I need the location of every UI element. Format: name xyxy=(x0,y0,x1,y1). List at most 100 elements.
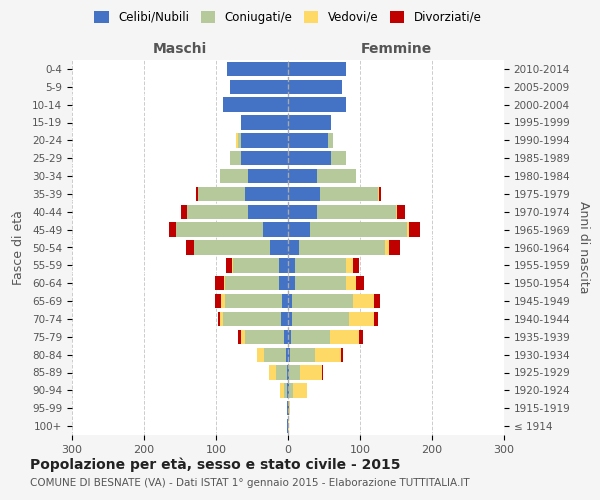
Bar xyxy=(280,383,284,398)
Bar xyxy=(385,240,389,254)
Bar xyxy=(288,62,346,76)
Bar xyxy=(248,169,288,183)
Text: Popolazione per età, sesso e stato civile - 2015: Popolazione per età, sesso e stato civil… xyxy=(30,458,401,472)
Bar xyxy=(288,294,292,308)
Bar xyxy=(220,312,223,326)
Bar xyxy=(317,169,356,183)
Bar xyxy=(288,401,289,415)
Bar xyxy=(290,348,316,362)
Bar xyxy=(224,276,226,290)
Legend: Celibi/Nubili, Coniugati/e, Vedovi/e, Divorziati/e: Celibi/Nubili, Coniugati/e, Vedovi/e, Di… xyxy=(89,6,487,28)
Bar xyxy=(288,276,295,290)
Bar xyxy=(287,383,288,398)
Bar xyxy=(320,187,378,201)
Bar xyxy=(215,276,224,290)
Bar xyxy=(241,116,288,130)
Bar xyxy=(233,258,280,272)
Y-axis label: Fasce di età: Fasce di età xyxy=(12,210,25,285)
Bar xyxy=(295,276,346,290)
Bar xyxy=(238,330,241,344)
Bar xyxy=(317,204,396,219)
Bar xyxy=(223,98,288,112)
Bar xyxy=(353,258,359,272)
Bar xyxy=(409,222,420,237)
Bar xyxy=(378,187,379,201)
Bar xyxy=(281,312,288,326)
Bar xyxy=(289,401,290,415)
Bar xyxy=(291,330,331,344)
Bar xyxy=(288,116,331,130)
Bar xyxy=(280,258,288,272)
Bar xyxy=(236,133,238,148)
Bar xyxy=(359,330,363,344)
Bar xyxy=(288,258,295,272)
Bar xyxy=(299,240,385,254)
Bar xyxy=(220,169,248,183)
Bar xyxy=(287,419,288,433)
Bar xyxy=(295,258,346,272)
Bar xyxy=(331,151,346,166)
Bar xyxy=(245,187,288,201)
Bar xyxy=(288,419,289,433)
Bar xyxy=(288,151,331,166)
Bar xyxy=(374,312,378,326)
Bar xyxy=(300,366,322,380)
Bar xyxy=(322,366,323,380)
Bar xyxy=(284,330,288,344)
Text: COMUNE DI BESNATE (VA) - Dati ISTAT 1° gennaio 2015 - Elaborazione TUTTITALIA.IT: COMUNE DI BESNATE (VA) - Dati ISTAT 1° g… xyxy=(30,478,470,488)
Text: Maschi: Maschi xyxy=(153,42,207,56)
Bar xyxy=(288,133,328,148)
Text: Femmine: Femmine xyxy=(361,42,431,56)
Bar xyxy=(396,204,397,219)
Bar xyxy=(292,294,353,308)
Bar xyxy=(226,276,280,290)
Bar xyxy=(196,187,198,201)
Bar xyxy=(230,80,288,94)
Bar xyxy=(288,204,317,219)
Bar xyxy=(280,276,288,290)
Bar xyxy=(194,240,270,254)
Bar xyxy=(269,366,276,380)
Bar xyxy=(198,187,245,201)
Bar xyxy=(356,276,364,290)
Bar xyxy=(346,276,356,290)
Bar xyxy=(232,258,233,272)
Bar xyxy=(241,330,245,344)
Bar xyxy=(341,348,343,362)
Bar xyxy=(288,366,289,380)
Bar xyxy=(282,294,288,308)
Bar xyxy=(223,312,281,326)
Bar xyxy=(288,312,292,326)
Bar xyxy=(389,240,400,254)
Bar xyxy=(245,330,284,344)
Bar xyxy=(226,258,232,272)
Bar xyxy=(310,222,407,237)
Bar xyxy=(169,222,176,237)
Bar xyxy=(316,348,341,362)
Bar xyxy=(248,204,288,219)
Bar xyxy=(293,383,307,398)
Bar xyxy=(215,294,221,308)
Bar xyxy=(264,348,286,362)
Y-axis label: Anni di nascita: Anni di nascita xyxy=(577,201,590,294)
Bar xyxy=(263,222,288,237)
Bar xyxy=(346,258,353,272)
Bar xyxy=(221,294,224,308)
Bar xyxy=(349,312,374,326)
Bar xyxy=(187,240,194,254)
Bar xyxy=(187,204,248,219)
Bar xyxy=(287,401,288,415)
Bar xyxy=(374,294,380,308)
Bar xyxy=(288,169,317,183)
Bar xyxy=(270,240,288,254)
Bar xyxy=(230,151,241,166)
Bar xyxy=(288,222,310,237)
Bar xyxy=(379,187,381,201)
Bar xyxy=(238,133,241,148)
Bar xyxy=(176,222,263,237)
Bar xyxy=(289,383,293,398)
Bar xyxy=(289,366,300,380)
Bar xyxy=(328,133,334,148)
Bar xyxy=(288,187,320,201)
Bar xyxy=(288,330,291,344)
